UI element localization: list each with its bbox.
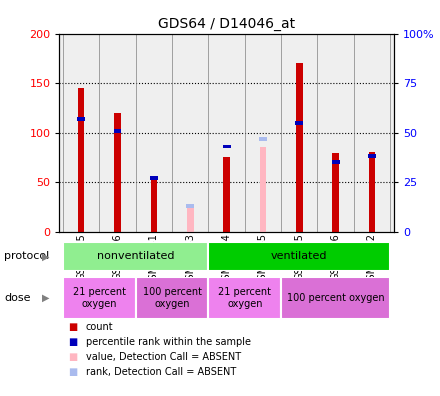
Bar [114, 113, 121, 232]
Text: dose: dose [4, 293, 31, 303]
Text: 100 percent
oxygen: 100 percent oxygen [143, 287, 202, 309]
Text: 100 percent oxygen: 100 percent oxygen [287, 293, 385, 303]
Text: count: count [86, 322, 114, 332]
Bar [150, 176, 158, 180]
Text: percentile rank within the sample: percentile rank within the sample [86, 337, 251, 347]
Bar [369, 152, 375, 232]
Text: rank, Detection Call = ABSENT: rank, Detection Call = ABSENT [86, 367, 236, 377]
Bar [63, 277, 136, 319]
Bar [63, 242, 209, 271]
Text: ■: ■ [68, 367, 77, 377]
Bar [260, 147, 266, 232]
Bar [224, 157, 230, 232]
Text: nonventilated: nonventilated [97, 251, 175, 261]
Bar [78, 88, 84, 232]
Text: ventilated: ventilated [271, 251, 327, 261]
Text: 21 percent
oxygen: 21 percent oxygen [73, 287, 126, 309]
Text: ■: ■ [68, 322, 77, 332]
Bar [77, 117, 85, 121]
Text: ▶: ▶ [42, 251, 50, 261]
Bar [259, 137, 267, 141]
Text: ■: ■ [68, 352, 77, 362]
Bar [114, 129, 121, 133]
Bar [223, 145, 231, 148]
Bar [187, 208, 194, 232]
Text: ■: ■ [68, 337, 77, 347]
Bar [136, 277, 209, 319]
Bar [295, 121, 303, 125]
Bar [209, 277, 281, 319]
Bar [281, 277, 390, 319]
Text: ▶: ▶ [42, 293, 50, 303]
Bar [296, 63, 303, 232]
Bar [368, 154, 376, 158]
Bar [209, 242, 390, 271]
Bar [332, 160, 340, 164]
Text: 21 percent
oxygen: 21 percent oxygen [218, 287, 271, 309]
Bar [150, 179, 157, 232]
Title: GDS64 / D14046_at: GDS64 / D14046_at [158, 17, 295, 31]
Text: protocol: protocol [4, 251, 50, 261]
Bar [332, 153, 339, 232]
Text: value, Detection Call = ABSENT: value, Detection Call = ABSENT [86, 352, 241, 362]
Bar [186, 204, 194, 208]
